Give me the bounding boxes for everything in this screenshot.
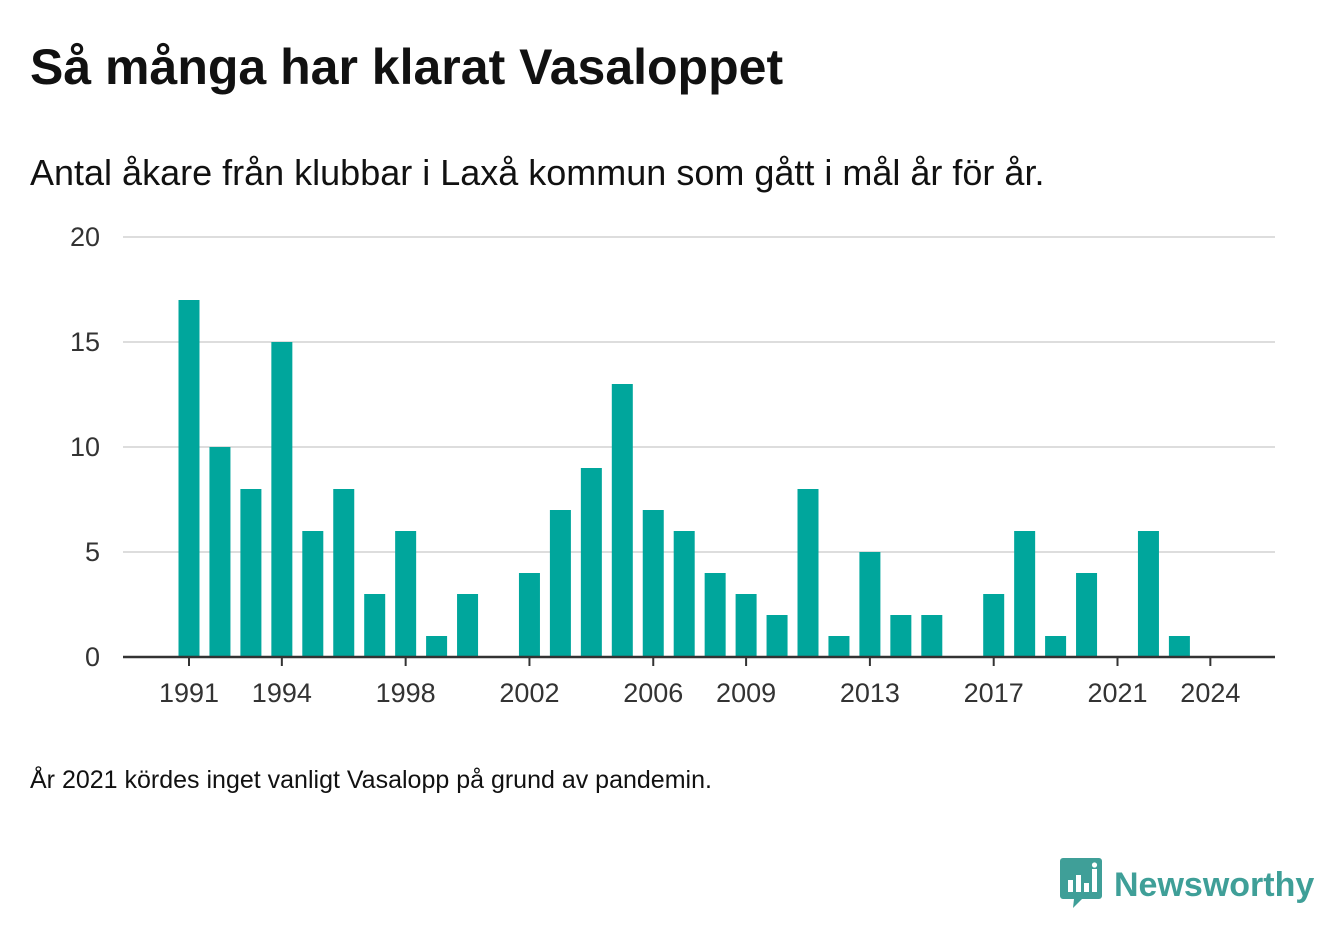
bar: [735, 594, 757, 657]
x-tick-label: 2006: [623, 678, 683, 708]
bar: [611, 384, 633, 657]
bar: [271, 342, 293, 657]
y-tick-label: 15: [70, 327, 100, 357]
bar: [766, 615, 788, 657]
bar: [797, 489, 819, 657]
bar: [890, 615, 912, 657]
x-tick-label: 2021: [1087, 678, 1147, 708]
x-axis: [123, 655, 1275, 666]
bars: [178, 300, 1190, 657]
bar: [395, 531, 417, 657]
y-tick-label: 20: [70, 222, 100, 252]
bar: [333, 489, 355, 657]
brand-logo[interactable]: Newsworthy: [1060, 858, 1314, 913]
chart-subtitle: Antal åkare från klubbar i Laxå kommun s…: [30, 152, 1045, 193]
bar: [704, 573, 726, 657]
brand-name: Newsworthy: [1114, 866, 1315, 904]
y-tick-label: 5: [85, 537, 100, 567]
bar: [1137, 531, 1159, 657]
x-tick-label: 2013: [840, 678, 900, 708]
bar: [642, 510, 664, 657]
bar-chart: 0 5 10 15 20 1991 1994 1998 2002 2006 2009 2013 2017…: [70, 222, 1275, 708]
x-tick-label: 2024: [1180, 678, 1240, 708]
bar: [828, 636, 850, 657]
bar: [983, 594, 1005, 657]
x-tick-label: 2017: [964, 678, 1024, 708]
bar: [209, 447, 231, 657]
bar: [457, 594, 479, 657]
chart-title: Så många har klarat Vasaloppet: [30, 39, 784, 95]
bar: [549, 510, 571, 657]
bar: [518, 573, 540, 657]
bar: [364, 594, 386, 657]
y-tick-label: 10: [70, 432, 100, 462]
bar: [921, 615, 943, 657]
x-tick-label: 2009: [716, 678, 776, 708]
bar: [302, 531, 324, 657]
bar: [1168, 636, 1190, 657]
grid-lines: [123, 236, 1275, 553]
y-tick-label: 0: [85, 642, 100, 672]
bar: [1014, 531, 1036, 657]
bar: [1076, 573, 1098, 657]
bar: [580, 468, 602, 657]
tick-labels: 0 5 10 15 20 1991 1994 1998 2002 2006 2009 2013 2017…: [70, 222, 1240, 708]
bar: [240, 489, 262, 657]
bar: [426, 636, 448, 657]
x-tick-label: 1998: [376, 678, 436, 708]
x-tick-label: 2002: [499, 678, 559, 708]
bar: [1045, 636, 1067, 657]
bar: [673, 531, 695, 657]
footnote: År 2021 kördes inget vanligt Vasalopp på…: [30, 766, 712, 794]
bar-chart-logo-icon: [1060, 858, 1102, 913]
x-tick-label: 1994: [252, 678, 312, 708]
bar: [859, 552, 881, 657]
x-tick-label: 1991: [159, 678, 219, 708]
bar: [178, 300, 200, 657]
